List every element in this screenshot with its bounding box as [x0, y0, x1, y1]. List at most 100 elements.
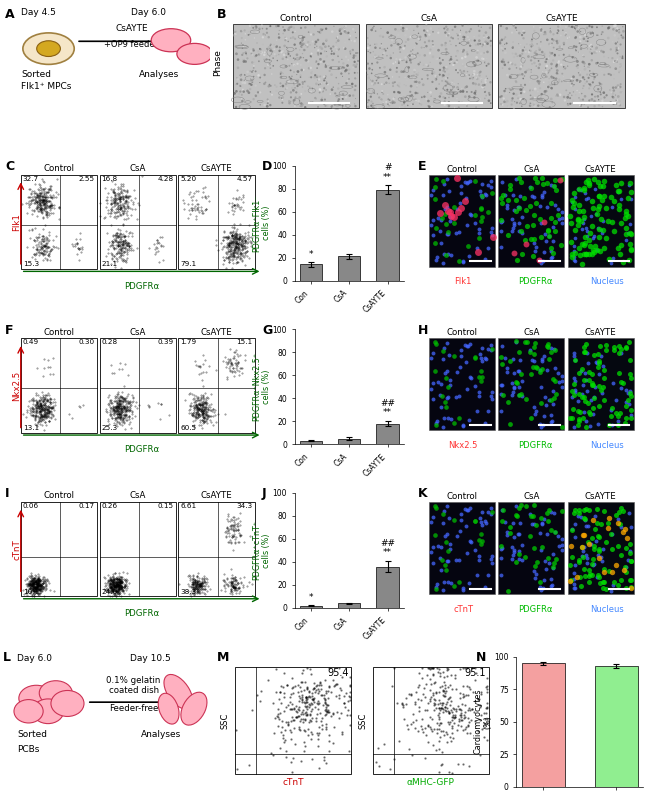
Point	[248, 44, 259, 57]
Point	[38, 581, 48, 594]
Point	[118, 415, 128, 427]
Point	[191, 213, 202, 225]
Point	[122, 236, 133, 248]
Point	[457, 82, 467, 95]
Point	[115, 182, 125, 194]
Point	[329, 48, 339, 60]
Point	[320, 708, 331, 721]
Point	[112, 420, 122, 433]
Point	[122, 401, 133, 414]
Point	[341, 51, 352, 63]
Point	[38, 232, 49, 245]
Point	[572, 84, 582, 97]
Point	[108, 194, 118, 207]
Point	[45, 203, 55, 216]
Point	[122, 403, 132, 416]
Point	[200, 575, 210, 588]
Point	[586, 79, 596, 92]
Point	[436, 564, 446, 577]
Point	[26, 585, 36, 598]
Point	[528, 84, 538, 97]
Point	[439, 412, 449, 424]
Point	[571, 43, 581, 56]
Point	[48, 408, 58, 421]
Point	[437, 54, 448, 67]
Point	[448, 514, 459, 527]
Point	[496, 20, 506, 33]
Point	[224, 197, 235, 209]
Point	[127, 197, 138, 210]
Point	[312, 71, 322, 83]
Point	[194, 398, 205, 411]
Point	[448, 81, 458, 94]
Point	[625, 573, 635, 586]
Point	[508, 87, 519, 100]
Point	[41, 230, 51, 243]
Point	[374, 61, 385, 74]
Point	[106, 581, 116, 594]
Text: Phase: Phase	[214, 49, 222, 75]
Point	[559, 36, 569, 49]
Point	[111, 581, 122, 594]
Point	[230, 232, 240, 245]
Point	[292, 57, 303, 70]
Point	[587, 21, 597, 33]
Point	[313, 58, 324, 71]
Point	[189, 394, 200, 407]
Point	[118, 581, 129, 594]
Point	[449, 709, 460, 722]
Point	[113, 183, 124, 196]
Point	[283, 47, 293, 59]
Point	[42, 248, 53, 261]
Point	[442, 664, 452, 676]
Point	[32, 573, 43, 585]
Point	[579, 182, 590, 194]
Point	[42, 241, 53, 254]
Point	[237, 230, 247, 243]
Point	[549, 343, 559, 356]
Point	[412, 79, 423, 92]
Point	[523, 50, 534, 63]
Point	[570, 32, 580, 44]
Point	[465, 40, 475, 52]
Point	[44, 209, 55, 221]
Point	[281, 60, 291, 73]
Point	[529, 97, 539, 109]
Point	[200, 411, 210, 423]
Point	[294, 690, 304, 703]
Point	[240, 227, 250, 239]
Point	[41, 239, 51, 252]
Point	[230, 28, 240, 40]
Point	[124, 409, 135, 422]
Point	[367, 58, 377, 71]
Point	[32, 400, 43, 412]
Point	[242, 240, 252, 253]
Point	[128, 391, 138, 404]
Point	[403, 722, 413, 735]
Point	[595, 180, 605, 193]
Point	[526, 354, 537, 366]
Point	[257, 46, 267, 59]
Point	[588, 67, 599, 80]
Point	[554, 40, 565, 53]
Point	[545, 38, 555, 51]
Point	[194, 368, 204, 381]
Point	[593, 571, 604, 584]
Point	[106, 574, 116, 587]
Point	[322, 699, 333, 711]
Point	[237, 254, 247, 266]
Text: CsA: CsA	[129, 328, 146, 337]
Point	[113, 398, 124, 411]
Point	[117, 405, 127, 418]
Point	[228, 580, 239, 592]
Point	[296, 712, 306, 725]
Point	[111, 400, 121, 413]
Point	[39, 197, 49, 210]
Point	[116, 577, 126, 589]
Point	[348, 89, 358, 102]
Point	[198, 399, 209, 412]
Point	[256, 75, 266, 88]
Point	[230, 236, 240, 249]
Text: Day 4.5: Day 4.5	[21, 8, 56, 17]
Point	[37, 186, 47, 198]
